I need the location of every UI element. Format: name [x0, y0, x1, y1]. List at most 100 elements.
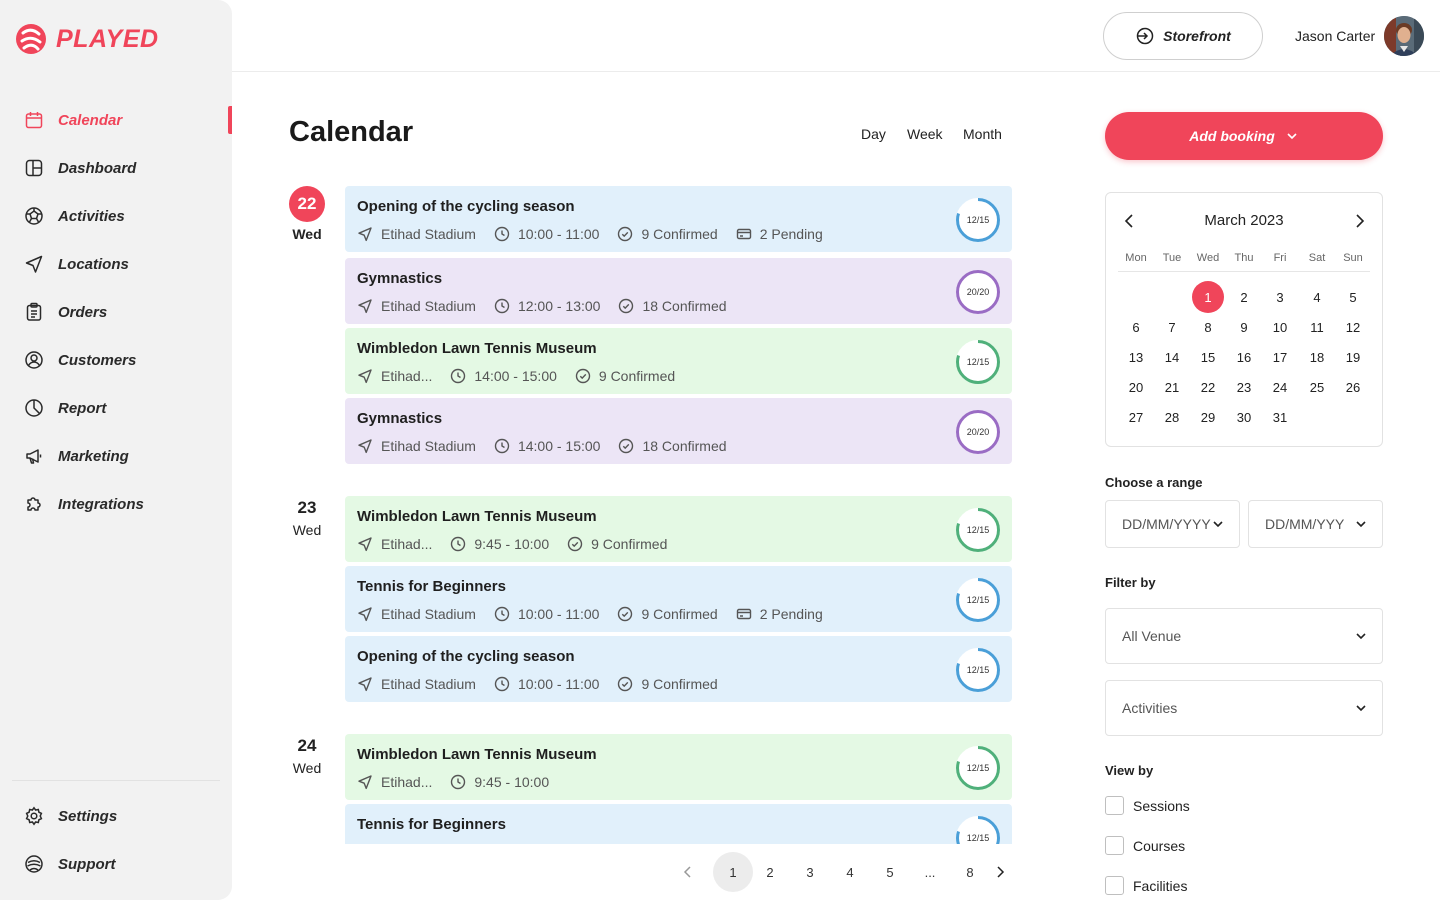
brand-logo[interactable]: PLAYED — [14, 22, 159, 56]
calendar-day[interactable]: 17 — [1272, 349, 1288, 365]
venue-select[interactable]: All Venue — [1105, 608, 1383, 664]
sidebar-item-label: Customers — [58, 351, 137, 369]
calendar-day[interactable]: 27 — [1128, 409, 1144, 425]
location-arrow-icon — [358, 299, 372, 314]
sidebar-item-report[interactable]: Report — [24, 396, 106, 420]
chevron-right-icon[interactable] — [1349, 211, 1369, 231]
check-circle-icon — [567, 536, 583, 552]
pagination-page[interactable]: 2 — [766, 864, 774, 880]
pagination-page[interactable]: 1 — [713, 852, 753, 892]
calendar-day[interactable]: 25 — [1309, 379, 1325, 395]
event-pending-text: 2 Pending — [759, 606, 823, 622]
calendar-day[interactable]: 31 — [1272, 409, 1288, 425]
pagination-page[interactable]: 4 — [846, 864, 854, 880]
clock-icon — [494, 676, 510, 692]
event-title: Wimbledon Lawn Tennis Museum — [357, 508, 597, 525]
sidebar-item-marketing[interactable]: Marketing — [24, 444, 129, 468]
calendar-day[interactable]: 28 — [1164, 409, 1180, 425]
calendar-day[interactable]: 4 — [1313, 289, 1321, 305]
calendar-day[interactable]: 9 — [1240, 319, 1248, 335]
sidebar-item-locations[interactable]: Locations — [24, 252, 129, 276]
pagination-page[interactable]: 3 — [806, 864, 814, 880]
calendar-day[interactable]: 26 — [1345, 379, 1361, 395]
sidebar-item-integrations[interactable]: Integrations — [24, 492, 144, 516]
view-by-sessions[interactable]: Sessions — [1105, 796, 1190, 815]
event-time: 12:00 - 13:00 — [494, 298, 601, 314]
range-start-select[interactable]: DD/MM/YYYY — [1105, 500, 1240, 548]
view-by-courses[interactable]: Courses — [1105, 836, 1185, 855]
calendar-day[interactable]: 22 — [1200, 379, 1216, 395]
chevron-left-icon — [683, 866, 691, 878]
checkbox[interactable] — [1105, 836, 1124, 855]
calendar-day[interactable]: 10 — [1272, 319, 1288, 335]
calendar-day[interactable]: 24 — [1272, 379, 1288, 395]
sidebar-item-settings[interactable]: Settings — [24, 804, 117, 828]
storefront-button[interactable]: Storefront — [1103, 12, 1263, 60]
pagination-next[interactable] — [980, 852, 1020, 892]
range-end-select[interactable]: DD/MM/YYY — [1248, 500, 1383, 548]
sidebar-item-orders[interactable]: Orders — [24, 300, 107, 324]
view-week[interactable]: Week — [907, 126, 943, 142]
capacity-ring-progress — [956, 746, 1000, 790]
event-card[interactable]: Opening of the cycling season Etihad Stad… — [345, 186, 1012, 252]
calendar-day[interactable]: 23 — [1236, 379, 1252, 395]
calendar-day[interactable]: 7 — [1168, 319, 1176, 335]
event-card[interactable]: Wimbledon Lawn Tennis Museum Etihad... 9:4… — [345, 734, 1012, 800]
event-card[interactable]: Tennis for Beginners 12/15 — [345, 804, 1012, 844]
calendar-day[interactable]: 19 — [1345, 349, 1361, 365]
chevron-down-icon — [1356, 521, 1366, 528]
event-card[interactable]: Wimbledon Lawn Tennis Museum Etihad... 9:4… — [345, 496, 1012, 562]
calendar-day[interactable]: 6 — [1132, 319, 1140, 335]
sidebar-item-calendar[interactable]: Calendar — [24, 108, 122, 132]
avatar[interactable] — [1384, 16, 1424, 56]
event-card[interactable]: Wimbledon Lawn Tennis Museum Etihad... 14:… — [345, 328, 1012, 394]
sidebar-item-label: Locations — [58, 255, 129, 273]
view-month[interactable]: Month — [963, 126, 1002, 142]
calendar-day[interactable]: 1 — [1192, 281, 1224, 313]
calendar-day[interactable]: 29 — [1200, 409, 1216, 425]
event-card[interactable]: Gymnastics Etihad Stadium 14:00 - 15:00 18 … — [345, 398, 1012, 464]
event-venue-text: Etihad Stadium — [381, 298, 476, 314]
event-pending-text: 2 Pending — [759, 226, 823, 242]
calendar-day[interactable]: 15 — [1200, 349, 1216, 365]
add-booking-button[interactable]: Add booking — [1105, 112, 1383, 160]
location-arrow-icon — [25, 255, 43, 273]
calendar-day[interactable]: 8 — [1204, 319, 1212, 335]
event-card[interactable]: Opening of the cycling season Etihad Stad… — [345, 636, 1012, 702]
event-card[interactable]: Tennis for Beginners Etihad Stadium 10:00 … — [345, 566, 1012, 632]
user-name[interactable]: Jason Carter — [1295, 28, 1376, 44]
calendar-day[interactable]: 30 — [1236, 409, 1252, 425]
event-venue-text: Etihad Stadium — [381, 606, 476, 622]
event-time-text: 12:00 - 13:00 — [517, 298, 601, 314]
add-booking-label: Add booking — [1189, 128, 1275, 144]
pagination-prev[interactable] — [668, 852, 708, 892]
sidebar-item-dashboard[interactable]: Dashboard — [24, 156, 136, 180]
calendar-day[interactable]: 21 — [1164, 379, 1180, 395]
sidebar-item-support[interactable]: Support — [24, 852, 116, 876]
view-day[interactable]: Day — [861, 126, 886, 142]
calendar-day[interactable]: 18 — [1309, 349, 1325, 365]
checkbox[interactable] — [1105, 796, 1124, 815]
calendar-day[interactable]: 2 — [1240, 289, 1248, 305]
checkbox[interactable] — [1105, 876, 1124, 895]
activities-select[interactable]: Activities — [1105, 680, 1383, 736]
event-time-text: 10:00 - 11:00 — [517, 676, 600, 692]
event-list[interactable]: Opening of the cycling season Etihad Stad… — [345, 186, 1012, 844]
chevron-left-icon[interactable] — [1120, 211, 1140, 231]
view-by-facilities[interactable]: Facilities — [1105, 876, 1187, 895]
calendar-day[interactable]: 12 — [1345, 319, 1361, 335]
event-card[interactable]: Gymnastics Etihad Stadium 12:00 - 13:00 18 … — [345, 258, 1012, 324]
pagination-page[interactable]: 5 — [886, 864, 894, 880]
pagination-page[interactable]: 8 — [966, 864, 974, 880]
calendar-day[interactable]: 11 — [1310, 319, 1324, 335]
calendar-day[interactable]: 20 — [1128, 379, 1144, 395]
calendar-day[interactable]: 14 — [1164, 349, 1180, 365]
calendar-day[interactable]: 3 — [1276, 289, 1284, 305]
calendar-day[interactable]: 16 — [1236, 349, 1252, 365]
calendar-icon — [25, 112, 43, 129]
calendar-day[interactable]: 13 — [1128, 349, 1144, 365]
sidebar-item-activities[interactable]: Activities — [24, 204, 125, 228]
calendar-day[interactable]: 5 — [1349, 289, 1357, 305]
sidebar-item-customers[interactable]: Customers — [24, 348, 136, 372]
brand-name: PLAYED — [56, 24, 159, 53]
